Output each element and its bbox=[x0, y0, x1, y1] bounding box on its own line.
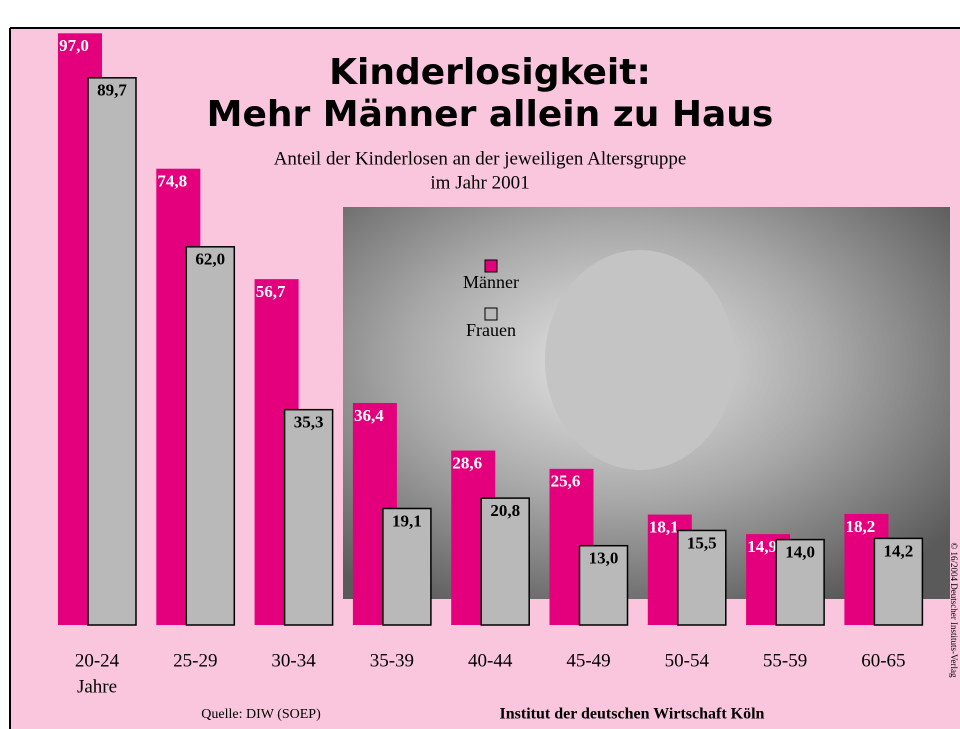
value-label: 56,7 bbox=[256, 282, 286, 301]
value-label: 18,1 bbox=[649, 517, 679, 536]
value-label: 62,0 bbox=[195, 250, 225, 269]
value-label: 18,2 bbox=[846, 517, 876, 536]
value-label: 97,0 bbox=[59, 36, 89, 55]
title: Kinderlosigkeit: bbox=[329, 52, 651, 93]
value-label: 89,7 bbox=[97, 81, 127, 100]
value-label: 28,6 bbox=[452, 453, 482, 472]
value-label: 14,2 bbox=[884, 541, 914, 560]
x-tick-label: 20-24 bbox=[75, 650, 120, 671]
value-label: 20,8 bbox=[490, 501, 520, 520]
publisher: Institut der deutschen Wirtschaft Köln bbox=[500, 706, 765, 723]
value-label: 14,9 bbox=[747, 537, 777, 556]
source: Quelle: DIW (SOEP) bbox=[201, 707, 321, 722]
x-tick-label: 35-39 bbox=[370, 650, 414, 671]
value-label: 25,6 bbox=[551, 472, 581, 491]
legend-swatch bbox=[485, 308, 497, 320]
bar bbox=[186, 247, 234, 625]
x-tick-label: 60-65 bbox=[861, 650, 905, 671]
value-label: 15,5 bbox=[687, 533, 717, 552]
x-tick-label: 55-59 bbox=[763, 650, 807, 671]
x-tick-label: 25-29 bbox=[173, 650, 217, 671]
value-label: 14,0 bbox=[785, 543, 815, 562]
bar bbox=[88, 78, 136, 625]
legend-swatch bbox=[485, 260, 497, 272]
subtitle: Anteil der Kinderlosen an der jeweiligen… bbox=[274, 148, 687, 169]
title: Mehr Männer allein zu Haus bbox=[207, 94, 774, 135]
copyright: © 16/2004 Deutscher Instituts-Verlag bbox=[949, 542, 959, 678]
x-tick-label: 50-54 bbox=[665, 650, 710, 671]
value-label: 74,8 bbox=[157, 172, 187, 191]
photo-face bbox=[545, 250, 735, 470]
x-tick-label: 45-49 bbox=[566, 650, 610, 671]
chart: Kinderlosigkeit: Mehr Männer allein zu H… bbox=[0, 0, 960, 729]
bar bbox=[285, 410, 333, 625]
value-label: 13,0 bbox=[589, 549, 619, 568]
x-tick-label: 40-44 bbox=[468, 650, 513, 671]
value-label: 36,4 bbox=[354, 406, 384, 425]
legend-label: Frauen bbox=[466, 320, 516, 340]
subtitle: im Jahr 2001 bbox=[430, 172, 529, 193]
value-label: 35,3 bbox=[294, 413, 324, 432]
value-label: 19,1 bbox=[392, 511, 422, 530]
x-unit: Jahre bbox=[77, 676, 117, 697]
legend-label: Männer bbox=[463, 272, 519, 292]
x-tick-label: 30-34 bbox=[271, 650, 316, 671]
